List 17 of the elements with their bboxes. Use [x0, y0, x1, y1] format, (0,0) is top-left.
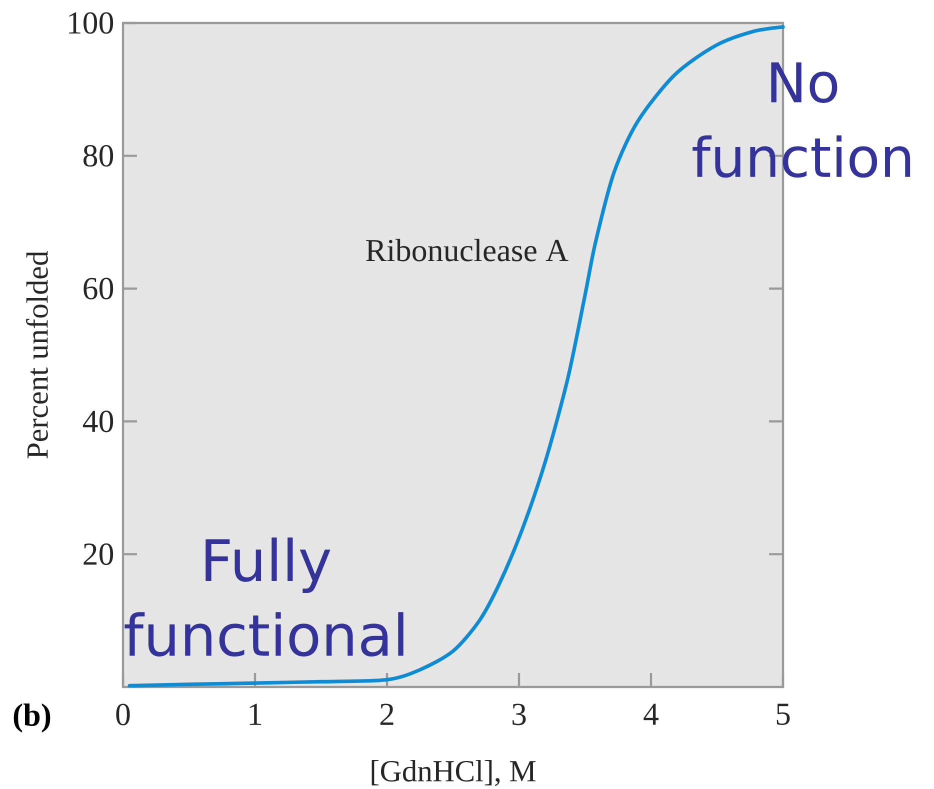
- x-tick-label: 5: [776, 704, 790, 725]
- x-tick-label: 2: [380, 704, 394, 725]
- y-tick-label: 100: [69, 12, 114, 34]
- x-tick-label: 4: [644, 704, 658, 725]
- text: (b): [14, 703, 50, 733]
- y-tick-label: 60: [84, 278, 114, 300]
- y-axis-title: Percent unfolded: [26, 251, 48, 458]
- series-label: Ribonuclease A: [366, 238, 568, 262]
- y-tick-label: 40: [82, 410, 114, 432]
- annotation: No function: [692, 62, 910, 178]
- annotation: Fully functional: [124, 537, 404, 657]
- y-tick-label: 20: [84, 543, 114, 565]
- x-tick-label: 1: [250, 704, 262, 725]
- x-tick-label: 0: [116, 704, 130, 726]
- x-tick-label: 3: [512, 704, 526, 726]
- x-axis-title: [GdnHCl], M: [372, 760, 536, 786]
- y-tick-label: 80: [84, 144, 114, 167]
